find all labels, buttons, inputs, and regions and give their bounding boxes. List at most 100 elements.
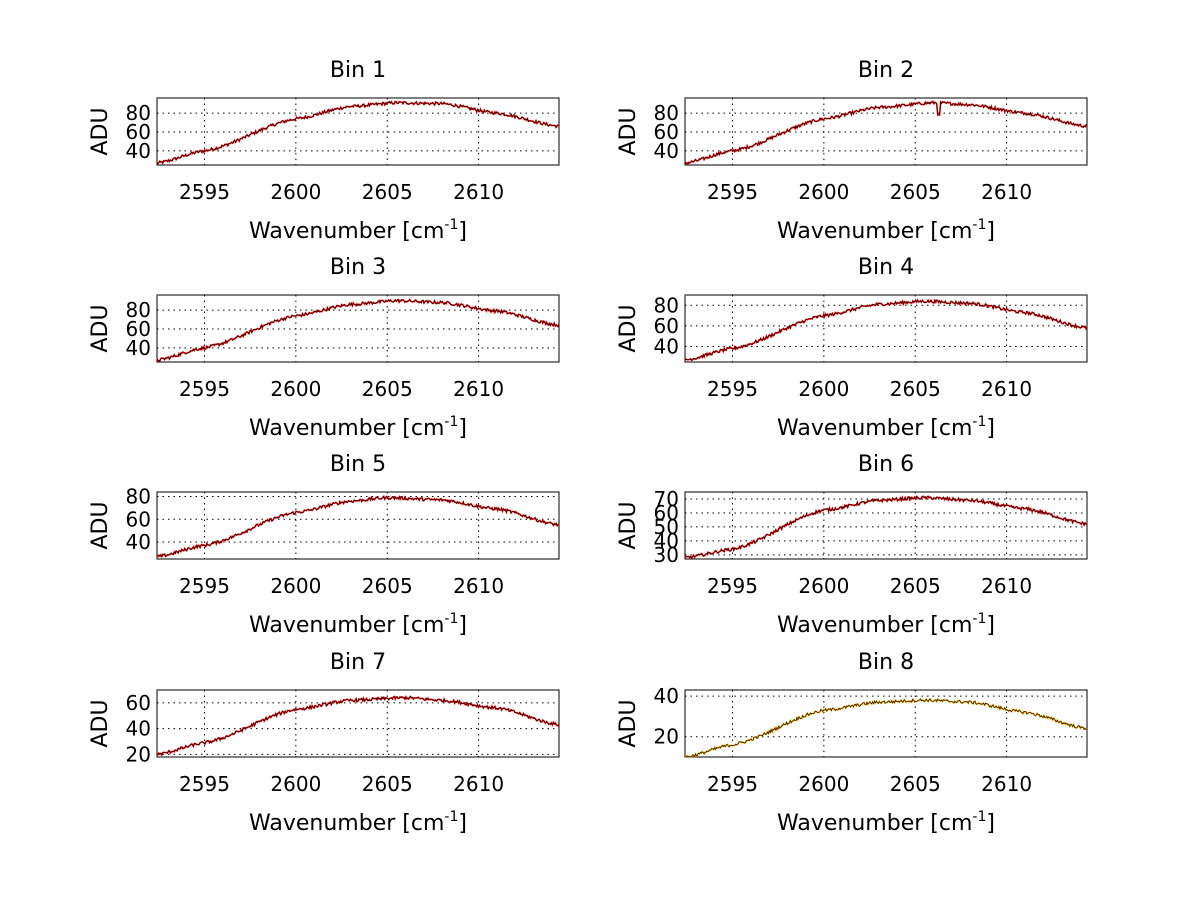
series-2-line <box>156 696 560 756</box>
y-tick-label: 60 <box>126 317 151 341</box>
chart-title: Bin 4 <box>858 255 914 280</box>
x-axis-label-close: ] <box>458 613 467 638</box>
y-axis-label: ADU <box>616 699 641 747</box>
plot-area <box>156 689 560 758</box>
x-axis-label-text: Wavenumber [cm <box>249 219 444 244</box>
y-tick-label: 80 <box>654 101 679 125</box>
y-tick-label: 40 <box>126 530 151 554</box>
x-tick-label: 2595 <box>179 377 230 401</box>
y-tick-label: 20 <box>126 742 151 766</box>
y-tick-label: 60 <box>654 314 679 338</box>
y-axis-label: ADU <box>88 304 113 352</box>
series-2-line <box>156 495 560 558</box>
series-1-line <box>156 298 560 362</box>
x-axis-label-text: Wavenumber [cm <box>777 811 972 836</box>
x-tick-label: 2610 <box>453 574 504 598</box>
y-tick-label: 60 <box>654 120 679 144</box>
x-axis-label-close: ] <box>458 219 467 244</box>
y-tick-label: 40 <box>654 139 679 163</box>
y-tick-label: 70 <box>654 487 679 511</box>
x-tick-label: 2595 <box>707 574 758 598</box>
series-2-line <box>684 299 1088 361</box>
series-1-line <box>156 694 560 757</box>
plot-area <box>684 491 1088 560</box>
x-tick-label: 2595 <box>707 772 758 796</box>
y-tick-label: 60 <box>126 691 151 715</box>
x-axis-label: Wavenumber [cm-1] <box>249 414 467 441</box>
y-tick-label: 80 <box>126 485 151 509</box>
y-tick-label: 20 <box>654 725 679 749</box>
x-axis-label-text: Wavenumber [cm <box>249 811 444 836</box>
x-tick-label: 2600 <box>270 180 321 204</box>
x-axis-label-sup: -1 <box>972 611 986 627</box>
x-tick-label: 2605 <box>890 772 941 796</box>
series-2-line <box>156 101 560 165</box>
x-axis-label-close: ] <box>986 811 995 836</box>
y-tick-label: 80 <box>126 101 151 125</box>
x-tick-label: 2595 <box>179 574 230 598</box>
x-tick-label: 2600 <box>798 377 849 401</box>
plot-area <box>684 689 1088 758</box>
plot-area <box>156 294 560 363</box>
series-1-line <box>684 99 1088 166</box>
y-tick-label: 80 <box>126 298 151 322</box>
y-tick-label: 40 <box>654 529 679 553</box>
x-axis-label: Wavenumber [cm-1] <box>777 217 995 244</box>
chart-title: Bin 3 <box>330 255 386 280</box>
x-tick-label: 2610 <box>981 377 1032 401</box>
y-tick-label: 50 <box>654 515 679 539</box>
x-tick-label: 2600 <box>270 772 321 796</box>
x-tick-label: 2605 <box>362 772 413 796</box>
y-axis-label: ADU <box>616 501 641 549</box>
x-axis-label-text: Wavenumber [cm <box>777 416 972 441</box>
y-tick-label: 40 <box>654 335 679 359</box>
x-tick-label: 2610 <box>453 772 504 796</box>
series-1-line <box>684 298 1088 362</box>
chart-title: Bin 7 <box>330 650 386 675</box>
plot-area <box>684 97 1088 166</box>
x-tick-label: 2605 <box>890 574 941 598</box>
x-axis-label-sup: -1 <box>444 809 458 825</box>
x-tick-label: 2605 <box>362 377 413 401</box>
x-axis-label-sup: -1 <box>444 611 458 627</box>
series-1-line <box>156 494 560 559</box>
y-axis-label: ADU <box>88 107 113 155</box>
x-axis-label: Wavenumber [cm-1] <box>777 611 995 638</box>
x-axis-label-close: ] <box>986 219 995 244</box>
x-axis-label: Wavenumber [cm-1] <box>249 611 467 638</box>
chart-title: Bin 5 <box>330 452 386 477</box>
x-tick-label: 2600 <box>798 574 849 598</box>
chart-panel-8: 2595 2600 2605 2610 20 40 Bin 8 Wavenumber [cm-… <box>616 650 1088 836</box>
y-tick-label: 60 <box>654 501 679 525</box>
x-axis-label-text: Wavenumber [cm <box>249 416 444 441</box>
y-tick-label: 60 <box>126 120 151 144</box>
chart-title: Bin 8 <box>858 650 914 675</box>
series-2-line <box>156 299 560 362</box>
x-tick-label: 2595 <box>179 180 230 204</box>
series-2-line <box>684 100 1088 165</box>
y-tick-label: 60 <box>126 507 151 531</box>
x-tick-label: 2605 <box>890 377 941 401</box>
x-tick-label: 2610 <box>453 377 504 401</box>
x-tick-label: 2600 <box>798 772 849 796</box>
x-axis-label-text: Wavenumber [cm <box>777 219 972 244</box>
x-axis-label-close: ] <box>458 811 467 836</box>
plot-area <box>156 491 560 560</box>
x-tick-label: 2595 <box>179 772 230 796</box>
y-axis-label: ADU <box>616 304 641 352</box>
x-axis-label-sup: -1 <box>972 217 986 233</box>
x-tick-label: 2600 <box>798 180 849 204</box>
y-tick-label: 40 <box>654 684 679 708</box>
y-tick-label: 30 <box>654 543 679 567</box>
series-1-line <box>685 697 1088 759</box>
series-1-line <box>156 100 560 165</box>
x-axis-label-sup: -1 <box>444 414 458 430</box>
y-tick-label: 80 <box>654 293 679 317</box>
x-axis-label-sup: -1 <box>972 809 986 825</box>
y-axis-label: ADU <box>88 501 113 549</box>
